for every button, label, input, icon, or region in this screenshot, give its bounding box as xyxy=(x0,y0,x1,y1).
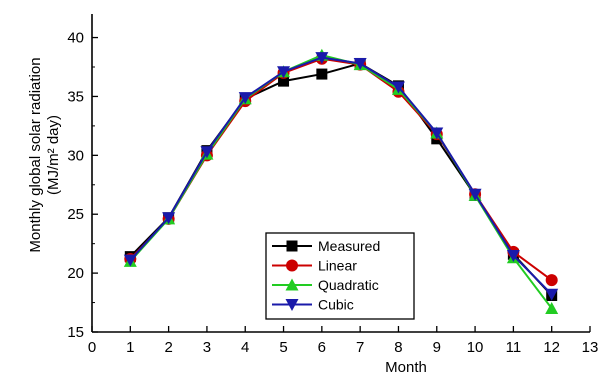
data-point-cubic xyxy=(430,127,444,140)
data-point-cubic xyxy=(238,92,252,105)
data-point-cubic xyxy=(162,212,176,225)
legend-entry-cubic: Cubic xyxy=(272,297,354,313)
x-tick-label: 5 xyxy=(279,339,287,356)
axes: 0 1 2 3 4 5 6 7 8 9 10 11 12 13152025303540MonthMonth… xyxy=(27,14,598,376)
y-tick-label: 25 xyxy=(67,206,84,223)
x-tick-label: 12 xyxy=(543,339,560,356)
data-point-linear xyxy=(545,274,558,287)
x-tick-label: 4 xyxy=(241,339,249,356)
legend-label: Linear xyxy=(318,258,357,274)
data-point-cubic xyxy=(200,146,214,159)
legend-label: Cubic xyxy=(318,297,354,313)
x-tick-label: 13 xyxy=(582,339,599,356)
x-tick-label: 0 xyxy=(88,339,96,356)
y-tick-label: 40 xyxy=(67,30,84,47)
series-group xyxy=(123,48,559,314)
legend-entry-measured: Measured xyxy=(272,238,380,254)
x-tick-label: 3 xyxy=(203,339,211,356)
data-point-cubic xyxy=(123,254,137,267)
x-tick-label: 11 xyxy=(506,339,522,356)
legend-entry-quadratic: Quadratic xyxy=(272,277,379,293)
data-point-measured xyxy=(278,75,290,87)
y-tick-label: 30 xyxy=(67,147,84,164)
data-point-cubic xyxy=(468,188,482,201)
y-tick-label: 35 xyxy=(67,88,84,105)
x-tick-label: 8 xyxy=(394,339,402,356)
legend-marker xyxy=(286,240,298,252)
data-point-cubic xyxy=(277,66,291,79)
x-tick-label: 7 xyxy=(356,339,364,356)
x-tick-label: 9 xyxy=(433,339,441,356)
legend-label: Measured xyxy=(318,238,380,254)
y-axis-title-line2: (MJ/m² day) xyxy=(45,115,62,195)
data-point-cubic xyxy=(391,81,405,94)
series-line-cubic xyxy=(129,56,553,296)
x-axis-title: Month xyxy=(385,359,427,376)
y-tick-label: 15 xyxy=(67,324,84,341)
legend-label: Quadratic xyxy=(318,277,379,293)
legend-marker xyxy=(286,259,298,272)
x-tick-label: 6 xyxy=(318,339,326,356)
data-point-cubic xyxy=(545,288,559,301)
x-tick-label: 1 xyxy=(126,339,134,356)
series-cubic xyxy=(123,52,559,301)
data-point-cubic xyxy=(353,57,367,70)
data-point-quadratic xyxy=(545,301,559,314)
legend-marker xyxy=(285,299,299,311)
x-tick-label: 10 xyxy=(467,339,484,356)
data-point-cubic xyxy=(315,52,329,65)
legend-entry-linear: Linear xyxy=(272,258,357,274)
legend: Measured Linear Quadratic Cubic xyxy=(265,232,415,320)
x-tick-label: 2 xyxy=(164,339,172,356)
data-point-cubic xyxy=(506,249,520,262)
legend-marker xyxy=(285,278,299,291)
y-axis-title-line1: Monthly global solar radiation xyxy=(27,57,44,252)
y-tick-label: 20 xyxy=(67,265,84,282)
data-point-measured xyxy=(316,68,328,80)
